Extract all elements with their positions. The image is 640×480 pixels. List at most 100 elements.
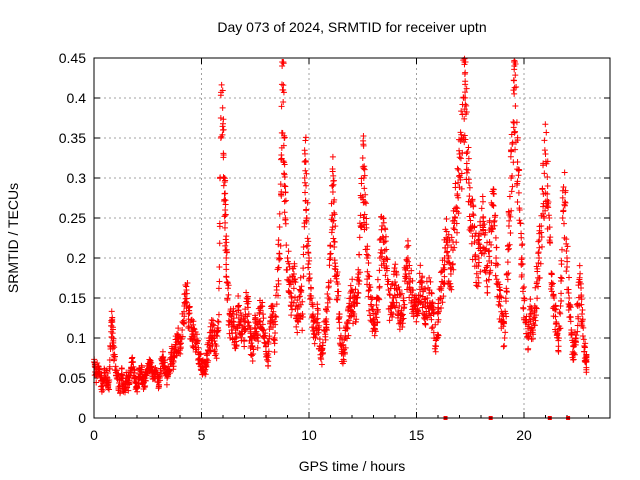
data-point: [291, 263, 298, 270]
data-point: [205, 357, 212, 364]
data-point: [506, 212, 513, 219]
data-point: [148, 359, 155, 366]
data-point: [569, 337, 576, 344]
data-point: [412, 292, 419, 299]
data-point: [289, 306, 296, 313]
data-point: [192, 328, 199, 335]
x-tick-label: 0: [90, 427, 98, 443]
data-point: [273, 287, 280, 293]
data-point: [363, 221, 370, 228]
data-point: [544, 200, 551, 207]
data-point: [514, 199, 521, 206]
data-point: [230, 315, 237, 322]
data-point: [306, 257, 313, 264]
data-point: [132, 383, 139, 390]
data-point: [423, 278, 430, 285]
data-point: [280, 60, 287, 67]
data-point: [466, 213, 473, 220]
data-point: [525, 345, 532, 352]
data-point: [532, 304, 539, 311]
data-point: [450, 225, 457, 232]
data-point: [183, 299, 190, 306]
data-point: [506, 241, 513, 248]
data-point: [373, 314, 380, 321]
data-point: [581, 344, 588, 351]
data-point: [490, 191, 497, 197]
data-point: [284, 266, 291, 273]
data-point: [403, 273, 410, 280]
data-point: [280, 158, 287, 165]
data-point: [110, 335, 117, 342]
data-point: [331, 211, 338, 218]
data-point: [516, 217, 523, 224]
data-point: [222, 190, 229, 197]
data-point: [347, 313, 354, 320]
data-point: [392, 279, 398, 285]
data-point: [203, 363, 210, 370]
data-point: [352, 319, 359, 326]
data-point: [542, 151, 549, 157]
y-tick-label: 0: [78, 410, 86, 426]
data-point: [449, 260, 456, 267]
data-point: [302, 159, 309, 165]
data-point: [305, 260, 312, 267]
data-point: [519, 288, 526, 295]
data-point: [551, 295, 558, 301]
data-point: [559, 194, 566, 201]
data-point: [417, 262, 424, 269]
data-point: [555, 335, 562, 342]
data-point: [519, 260, 526, 267]
data-point: [106, 363, 113, 370]
data-point: [230, 308, 237, 315]
data-point: [265, 358, 272, 365]
data-point: [382, 226, 389, 233]
data-point: [513, 181, 520, 188]
data-point: [450, 266, 457, 273]
data-point: [490, 186, 497, 193]
data-point: [456, 154, 463, 161]
data-point: [305, 249, 312, 256]
data-point: [473, 270, 480, 277]
data-point: [329, 183, 336, 189]
data-point: [245, 304, 252, 311]
data-point: [282, 189, 289, 196]
data-point: [329, 153, 336, 160]
data-point: [513, 83, 520, 90]
data-point: [465, 144, 472, 151]
data-point: [565, 289, 572, 296]
data-point: [209, 321, 216, 328]
data-point: [510, 124, 517, 131]
data-point: [314, 301, 321, 308]
data-point: [118, 365, 125, 372]
data-point: [180, 319, 187, 326]
data-point: [286, 263, 293, 270]
data-point: [214, 318, 221, 325]
data-point: [512, 146, 519, 153]
data-point: [435, 331, 442, 338]
data-point: [216, 223, 223, 230]
data-point: [545, 212, 552, 219]
data-point: [558, 275, 565, 282]
data-point: [218, 81, 225, 88]
data-point: [484, 289, 491, 296]
data-point: [223, 239, 230, 246]
data-point: [470, 212, 477, 219]
data-point: [233, 311, 240, 318]
data-point: [323, 315, 330, 322]
data-point: [393, 299, 400, 306]
data-point: [241, 326, 248, 333]
data-point: [105, 385, 112, 392]
data-point: [219, 104, 226, 111]
data-point: [290, 285, 297, 292]
data-point: [341, 358, 348, 365]
data-point: [233, 342, 240, 349]
data-point: [518, 230, 525, 237]
data-point: [563, 268, 570, 275]
data-point: [277, 242, 284, 249]
data-point: [559, 215, 566, 221]
data-point: [533, 279, 540, 285]
data-point: [462, 94, 469, 101]
data-point: [456, 173, 463, 180]
data-point: [488, 241, 495, 248]
data-point: [500, 343, 507, 350]
